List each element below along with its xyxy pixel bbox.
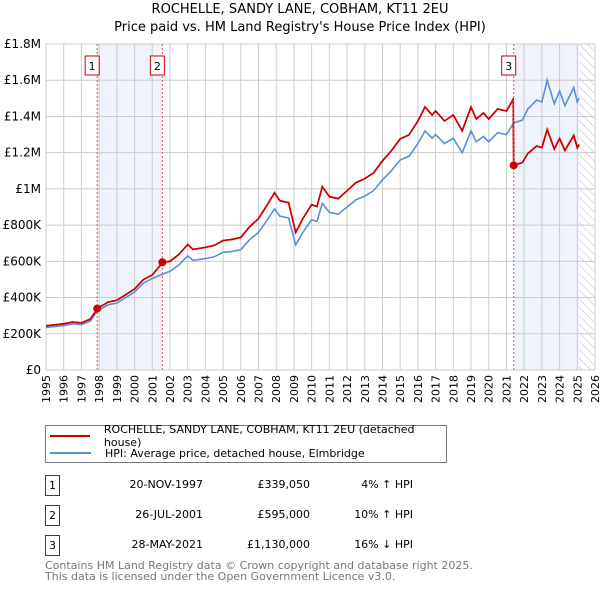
x-tick-label: 2011 <box>323 375 336 403</box>
y-tick-label: £1.2M <box>4 146 41 160</box>
x-tick-label: 2023 <box>536 375 549 403</box>
x-tick-label: 2014 <box>376 375 389 403</box>
sale-marker-box <box>84 55 100 76</box>
x-tick-label: 2003 <box>182 375 195 403</box>
y-tick-label: £0 <box>26 363 41 377</box>
x-tick-label: 2010 <box>306 375 319 403</box>
x-tick-label: 1999 <box>111 375 124 403</box>
sale-date: 28-MAY-2021 <box>131 538 203 551</box>
sale-hpi-diff: 4% ↑ HPI <box>361 478 413 491</box>
x-tick-label: 2013 <box>359 375 372 403</box>
sale-date: 26-JUL-2001 <box>135 508 203 521</box>
x-tick-label: 2009 <box>288 375 301 403</box>
legend-label-property: ROCHELLE, SANDY LANE, COBHAM, KT11 2EU (… <box>103 423 415 449</box>
sale-point <box>93 304 102 313</box>
y-tick-label: £600K <box>3 254 43 268</box>
x-tick-label: 1995 <box>40 375 53 403</box>
legend-label-hpi: HPI: Average price, detached house, Elmb… <box>105 446 365 460</box>
x-tick-label: 2012 <box>341 375 354 403</box>
plot-area: 1995 1996 1997 1998 1999 2000 2001 2002 2003 2004… <box>3 37 600 403</box>
sale-number: 3 <box>45 535 60 556</box>
x-tick-label: 2025 <box>571 375 584 403</box>
x-tick-label: 2016 <box>412 375 425 403</box>
sale-number: 1 <box>45 475 60 496</box>
sale-point <box>509 161 518 170</box>
x-tick-label: 1997 <box>75 375 88 403</box>
y-tick-label: £800K <box>3 218 43 232</box>
sale-marker-box <box>501 55 517 76</box>
x-tick-label: 2017 <box>430 375 443 403</box>
x-tick-label: 2006 <box>235 375 248 403</box>
sale-price: £339,050 <box>257 478 311 491</box>
x-tick-label: 2024 <box>554 375 567 403</box>
x-tick-label: 2004 <box>199 375 212 403</box>
sale-marker-label: 2 <box>154 60 161 73</box>
legend-swatch-red <box>50 435 90 437</box>
x-tick-label: 2020 <box>483 375 496 403</box>
sale-point <box>158 258 167 267</box>
sale-hpi-diff: 16% ↓ HPI <box>354 538 413 551</box>
chart-subtitle: Price paid vs. HM Land Registry's House … <box>114 20 486 35</box>
sale-marker-label: 1 <box>89 60 96 73</box>
y-tick-label: £1.4M <box>4 109 41 123</box>
x-tick-label: 2001 <box>146 375 159 403</box>
sale-price: £1,130,000 <box>247 538 310 551</box>
x-tick-label: 1996 <box>58 375 71 403</box>
sale-marker-label: 3 <box>505 60 512 73</box>
x-tick-label: 2018 <box>447 375 460 403</box>
x-tick-label: 2022 <box>518 375 531 403</box>
x-tick-label: 2015 <box>394 375 407 403</box>
legend-swatch-blue <box>50 452 91 454</box>
y-tick-label: £200K <box>3 327 43 341</box>
x-tick-label: 2005 <box>217 375 230 403</box>
y-tick-label: £400K <box>3 291 43 305</box>
y-tick-label: £1.8M <box>4 37 41 51</box>
chart-title: ROCHELLE, SANDY LANE, COBHAM, KT11 2EU <box>151 2 449 17</box>
footer-line-2: This data is licensed under the Open Gov… <box>45 570 396 583</box>
legend: ROCHELLE, SANDY LANE, COBHAM, KT11 2EU (… <box>45 423 447 463</box>
x-tick-label: 2026 <box>589 375 600 403</box>
shaded-range <box>97 44 163 370</box>
sale-date: 20-NOV-1997 <box>129 478 203 491</box>
sale-hpi-diff: 10% ↑ HPI <box>354 508 413 521</box>
x-tick-label: 2002 <box>164 375 177 403</box>
sale-marker-box <box>149 55 165 76</box>
property-price-line-top <box>45 96 580 327</box>
y-tick-label: £1M <box>15 182 41 196</box>
x-tick-label: 2008 <box>270 375 283 403</box>
x-tick-label: 2021 <box>500 375 513 403</box>
x-tick-label: 2000 <box>129 375 142 403</box>
footer-line-1: Contains HM Land Registry data © Crown c… <box>45 559 473 572</box>
shaded-range <box>513 44 580 370</box>
x-tick-label: 1998 <box>93 375 106 403</box>
y-tick-label: £1.6M <box>4 73 41 87</box>
x-tick-label: 2007 <box>253 375 266 403</box>
forecast-hatch <box>579 44 595 370</box>
x-tick-label: 2019 <box>465 375 478 403</box>
sale-number: 2 <box>45 505 60 526</box>
sale-price: £595,000 <box>257 508 311 521</box>
